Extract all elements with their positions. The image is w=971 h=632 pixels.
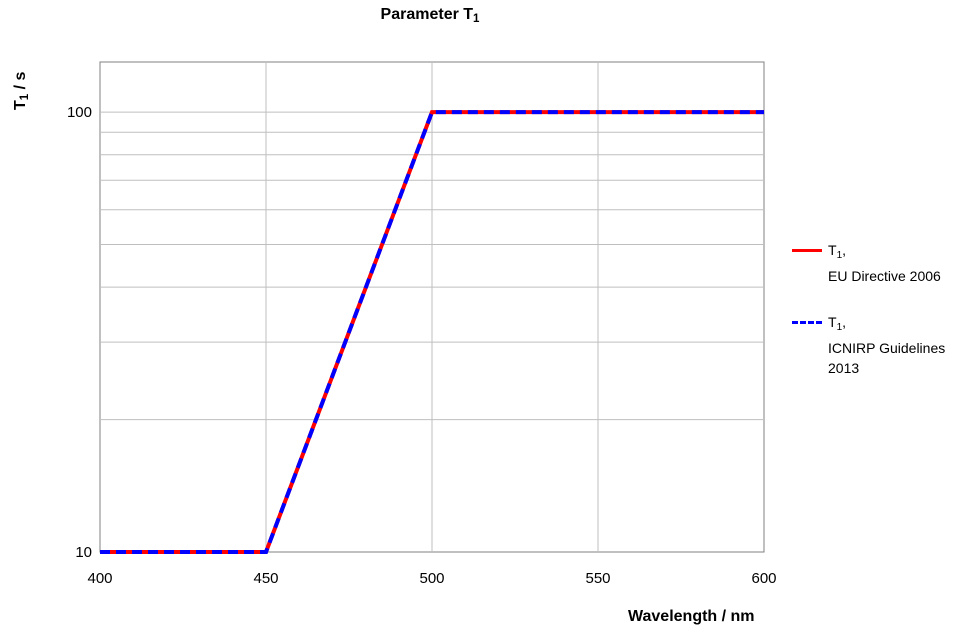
chart-title: Parameter T1: [0, 6, 860, 25]
series-group: [100, 110, 764, 554]
x-tick-label: 450: [253, 570, 278, 587]
series-line-2: [100, 110, 764, 554]
legend-name-suffix: ,: [842, 313, 847, 330]
x-tick-label: 400: [87, 570, 112, 587]
x-axis-label: Wavelength / nm: [628, 608, 755, 625]
chart-title-subscript: 1: [473, 13, 480, 26]
y-tick-label: 100: [67, 104, 92, 121]
y-tick-label: 10: [75, 544, 92, 561]
legend-name-main: T: [828, 313, 837, 330]
x-tick-label: 600: [751, 570, 776, 587]
legend-name-main: T: [828, 242, 837, 258]
x-tick-label: 550: [585, 570, 610, 587]
legend-swatch-solid: [792, 249, 822, 252]
legend-name: T1,: [828, 312, 970, 338]
legend-item-eu-directive: T1, EU Directive 2006: [792, 240, 970, 286]
tick-labels: 400 450 500 550 600 10 100: [67, 104, 777, 587]
legend-name: T1,: [828, 240, 970, 266]
legend-source: ICNIRP Guidelines 2013: [828, 339, 946, 376]
chart-title-main: Parameter T: [380, 6, 474, 23]
legend-source: EU Directive 2006: [828, 267, 941, 284]
legend-swatch-dashed: [792, 320, 822, 324]
legend-name-subscript: 1: [836, 249, 843, 261]
legend-name-suffix: ,: [842, 242, 847, 258]
x-tick-label: 500: [419, 570, 444, 587]
legend-item-icnirp: T1, ICNIRP Guidelines 2013: [792, 312, 970, 378]
legend-name-subscript: 1: [836, 321, 843, 333]
legend: T1, EU Directive 2006 T1, ICNIRP Guideli…: [792, 240, 970, 404]
